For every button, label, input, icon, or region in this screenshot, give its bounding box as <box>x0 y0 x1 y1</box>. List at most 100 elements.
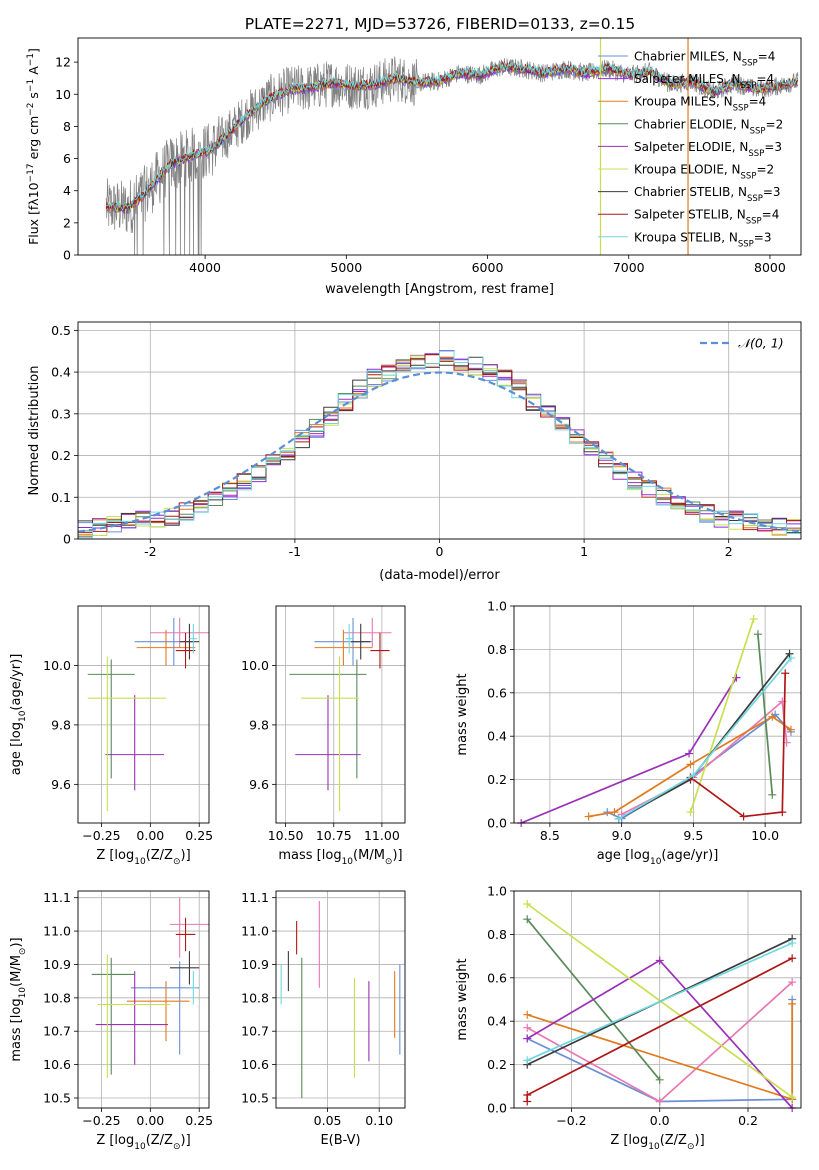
y-axis-label: mass weight <box>455 673 470 755</box>
x-tick-label: −0.25 <box>82 828 120 843</box>
mass-weight-marker <box>686 808 695 817</box>
y-tick-label: 10.6 <box>241 1057 269 1072</box>
legend-label: Salpeter MILES, NSSP=4 <box>634 72 774 91</box>
y-tick-label: 10 <box>55 87 71 102</box>
model-spectrum-line <box>106 61 798 211</box>
y-tick-label: 0.2 <box>51 448 71 463</box>
y-tick-label: 10.9 <box>241 957 269 972</box>
model-spectrum-line <box>105 62 798 212</box>
x-tick-label: 9.5 <box>683 828 703 843</box>
x-tick-label: 1 <box>580 544 588 559</box>
mass-weight-line <box>526 903 793 1098</box>
y-tick-label: 8 <box>63 119 71 134</box>
x-tick-label: 8.5 <box>540 828 560 843</box>
x-axis-label: age [log10(age/yr)] <box>597 848 719 867</box>
x-tick-label: 0.0 <box>650 1113 670 1128</box>
x-tick-label: 0.00 <box>136 1113 164 1128</box>
y-tick-label: 0.1 <box>51 490 71 505</box>
y-tick-label: 0.4 <box>487 1014 507 1029</box>
age-vs-Z-panel: −0.25 0.00 0.25 9.6 9.8 10.0 Z [log10(Z/Z⊙)] ag… <box>9 605 213 867</box>
mass-weight-marker <box>523 915 532 924</box>
y-tick-label: 1.0 <box>487 884 507 899</box>
axes-frame <box>513 890 802 1109</box>
y-tick-label: 10.5 <box>241 1090 269 1105</box>
x-tick-label: 0.00 <box>136 828 164 843</box>
observed-spectrum-line <box>105 56 799 255</box>
x-axis-label: (data-model)/error <box>379 568 500 583</box>
legend-label: Chabrier STELIB, NSSP=3 <box>634 185 781 204</box>
mass-weight-marker <box>523 1056 532 1065</box>
y-tick-label: 10.6 <box>43 1057 71 1072</box>
y-tick-label: 10.0 <box>241 658 269 673</box>
y-tick-label: 10.9 <box>43 957 71 972</box>
mass-weight-marker <box>753 630 762 639</box>
age-vs-mass-panel: 10.50 10.75 11.00 9.6 9.8 10.0 mass [log10(M/M… <box>241 605 406 867</box>
x-tick-label: 9.0 <box>612 828 632 843</box>
mass-weight-marker <box>685 749 694 758</box>
figure-title: PLATE=2271, MJD=53726, FIBERID=0133, z=0… <box>245 15 635 33</box>
spectrum-panel: 4000 5000 6000 7000 8000 0 2 4 6 8 10 12 wavelength … <box>26 37 802 297</box>
mass-weight-marker <box>614 814 623 823</box>
y-tick-label: 2 <box>63 215 71 230</box>
axes-frame <box>77 605 210 824</box>
y-tick-label: 10.5 <box>43 1090 71 1105</box>
y-tick-label: 9.8 <box>249 717 269 732</box>
legend-label: Chabrier MILES, NSSP=4 <box>634 50 775 69</box>
legend-label: Chabrier ELODIE, NSSP=2 <box>634 117 783 136</box>
axes-frame <box>513 605 802 824</box>
mass-vs-Z-panel: −0.25 0.00 0.25 10.5 10.6 10.7 10.8 10.9 11.0 11.… <box>9 890 213 1152</box>
x-axis-label: Z [log10(Z/Z⊙)] <box>610 1133 704 1152</box>
axes-frame <box>275 890 406 1109</box>
x-tick-label: 8000 <box>754 260 786 275</box>
y-tick-label: 0.6 <box>487 970 507 985</box>
y-tick-label: 10.7 <box>43 1024 71 1039</box>
mass-weight-marker <box>523 900 532 909</box>
x-tick-label: 0 <box>436 544 444 559</box>
mass-weight-line <box>526 942 793 1062</box>
legend-label: 𝒩(0, 1) <box>738 336 784 351</box>
y-tick-label: 9.6 <box>249 777 269 792</box>
y-tick-label: 11.0 <box>43 924 71 939</box>
y-axis-label: age [log10(age/yr)] <box>9 654 28 776</box>
mass-weight-marker <box>610 808 619 817</box>
y-axis-label: mass [log10(M/M⊙)] <box>9 937 28 1061</box>
y-tick-label: 0.3 <box>51 406 71 421</box>
x-tick-label: 10.75 <box>316 828 352 843</box>
mass-weight-marker <box>523 1034 532 1043</box>
legend-label: Kroupa ELODIE, NSSP=2 <box>634 163 774 182</box>
mass-weight-line <box>689 673 787 818</box>
mass-weight-marker <box>523 1090 532 1099</box>
x-tick-label: 2 <box>725 544 733 559</box>
mass-weight-marker <box>768 790 777 799</box>
mass-weight-marker <box>655 1097 664 1106</box>
y-tick-label: 0.2 <box>487 772 507 787</box>
x-tick-label: 0.2 <box>738 1113 758 1128</box>
x-tick-label: -2 <box>144 544 156 559</box>
x-tick-label: 11.00 <box>364 828 400 843</box>
legend-label: Kroupa MILES, NSSP=4 <box>634 95 766 114</box>
mass-weight-marker <box>749 615 758 624</box>
y-tick-label: 0.8 <box>487 927 507 942</box>
x-tick-label: 0.10 <box>365 1113 393 1128</box>
mass-weight-marker <box>655 956 664 965</box>
y-tick-label: 10.7 <box>241 1024 269 1039</box>
y-tick-label: 4 <box>63 183 71 198</box>
model-spectrum-line <box>105 60 798 211</box>
mass-weight-line <box>757 634 774 795</box>
legend-label: Salpeter ELODIE, NSSP=3 <box>634 140 782 159</box>
y-tick-label: 10.0 <box>43 658 71 673</box>
mass-weight-marker <box>739 812 748 821</box>
mass-weight-line <box>689 618 755 813</box>
y-tick-label: 0 <box>63 532 71 547</box>
legend-label: Salpeter STELIB, NSSP=4 <box>634 208 779 227</box>
mass-weight-marker <box>655 1075 664 1084</box>
y-tick-label: 0 <box>63 248 71 263</box>
mass-weight-marker <box>786 725 795 734</box>
axes-frame <box>77 890 210 1109</box>
y-tick-label: 10.8 <box>241 990 269 1005</box>
y-tick-label: 0.0 <box>487 816 507 831</box>
axes-frame <box>77 321 802 540</box>
y-axis-label: mass weight <box>455 958 470 1040</box>
y-tick-label: 0.6 <box>487 685 507 700</box>
